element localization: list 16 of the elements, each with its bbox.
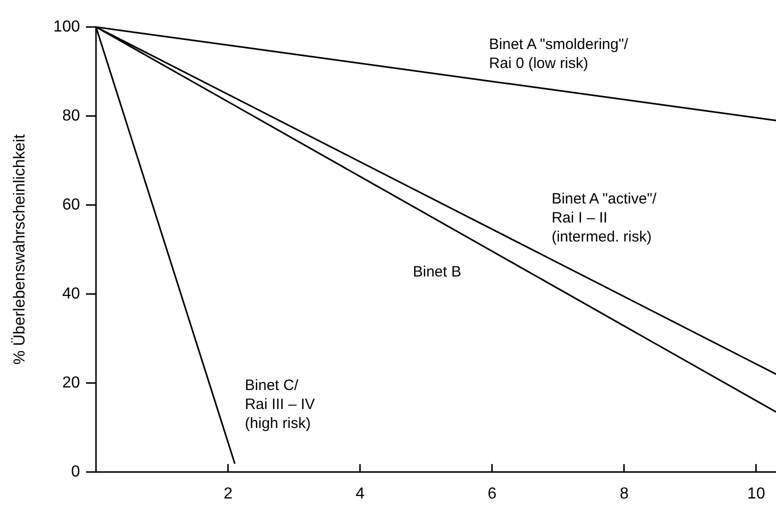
y-tick-label: 60 <box>62 196 80 214</box>
x-tick-label: 4 <box>356 486 365 502</box>
y-tick-label: 80 <box>62 108 80 124</box>
y-tick-label: 100 <box>53 18 80 36</box>
x-tick-label: 8 <box>620 486 629 502</box>
x-tick-label: 6 <box>488 486 497 502</box>
y-axis-title: % Überlebenswahrscheinlichkeit <box>10 134 28 365</box>
x-tick-label: 10 <box>747 486 766 502</box>
series-label: Binet B <box>412 263 462 280</box>
y-tick-label: 0 <box>71 464 80 480</box>
x-tick-label: 2 <box>224 486 233 502</box>
y-tick-label: 20 <box>62 374 80 392</box>
series-label: Binet A "smoldering"/ Rai 0 (low risk) <box>489 36 629 72</box>
series-label: Binet C/ Rai III – IV (high risk) <box>244 376 315 432</box>
y-tick-label: 40 <box>62 286 80 302</box>
series-label: Binet A "active"/ Rai I – II (intermed. risk) <box>552 190 658 246</box>
